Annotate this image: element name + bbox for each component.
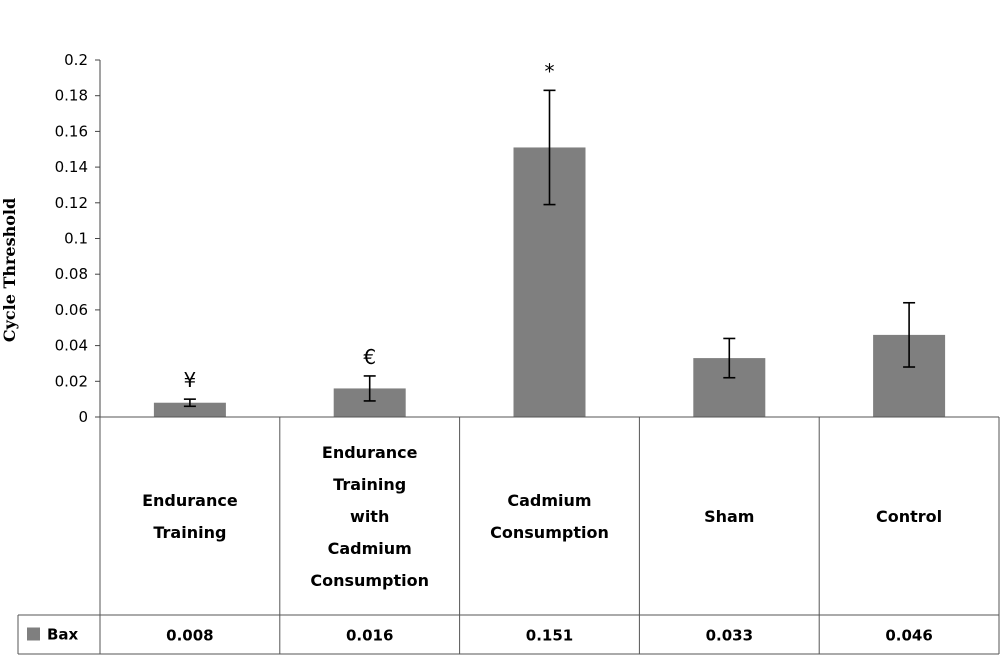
y-tick-label: 0	[78, 408, 88, 426]
data-table: Endurance Training Endurance Training with Ca…	[17, 416, 1000, 655]
y-tick-label: 0.18	[55, 87, 88, 105]
annotations: ¥ € *	[184, 59, 555, 392]
y-tick-label: 0.08	[55, 265, 88, 283]
x-tick-label-line: Training	[333, 475, 406, 494]
y-tick-label: 0.1	[64, 230, 88, 248]
y-tick-label: 0.06	[55, 301, 88, 319]
y-tick-label: 0.02	[55, 372, 88, 390]
y-axis: 0 0.02 0.04 0.06 0.08 0.1 0.12 0.14 0.16 0.18 0.2	[55, 51, 101, 426]
y-axis-label: Cycle Threshold	[0, 198, 19, 342]
data-label: 0.046	[885, 627, 932, 645]
x-tick-label-line: Cadmium	[328, 539, 412, 558]
data-label: 0.033	[706, 627, 753, 645]
significance-marker: €	[363, 345, 376, 369]
x-tick-label: Endurance Training	[142, 491, 238, 542]
data-label: 0.151	[526, 627, 573, 645]
y-tick-label: 0.16	[55, 122, 88, 140]
data-label: 0.008	[166, 627, 213, 645]
y-tick-label: 0.2	[64, 51, 88, 69]
x-tick-label: Sham	[704, 507, 754, 526]
x-tick-label-line: Consumption	[490, 523, 609, 542]
y-tick-label: 0.04	[55, 337, 88, 355]
x-tick-label-line: Control	[876, 507, 942, 526]
significance-marker: *	[545, 59, 555, 83]
error-bars	[183, 89, 916, 408]
x-tick-label: Control	[876, 507, 942, 526]
y-tick-label: 0.12	[55, 194, 88, 212]
bar	[153, 402, 226, 417]
significance-marker: ¥	[184, 368, 197, 392]
x-tick-label-line: Endurance	[322, 443, 418, 462]
legend-swatch	[27, 627, 40, 641]
data-label: 0.016	[346, 627, 393, 645]
y-tick-label: 0.14	[55, 158, 88, 176]
legend-label: Bax	[47, 626, 79, 644]
x-tick-label-line: Cadmium	[507, 491, 591, 510]
x-tick-label-line: with	[350, 507, 389, 526]
x-tick-label-line: Endurance	[142, 491, 238, 510]
x-tick-label: Endurance Training with Cadmium Consumption	[310, 443, 429, 590]
x-tick-label-line: Sham	[704, 507, 754, 526]
x-tick-label: Cadmium Consumption	[490, 491, 609, 542]
x-tick-label-line: Training	[153, 523, 226, 542]
bars	[153, 147, 946, 417]
x-tick-label-line: Consumption	[310, 571, 429, 590]
